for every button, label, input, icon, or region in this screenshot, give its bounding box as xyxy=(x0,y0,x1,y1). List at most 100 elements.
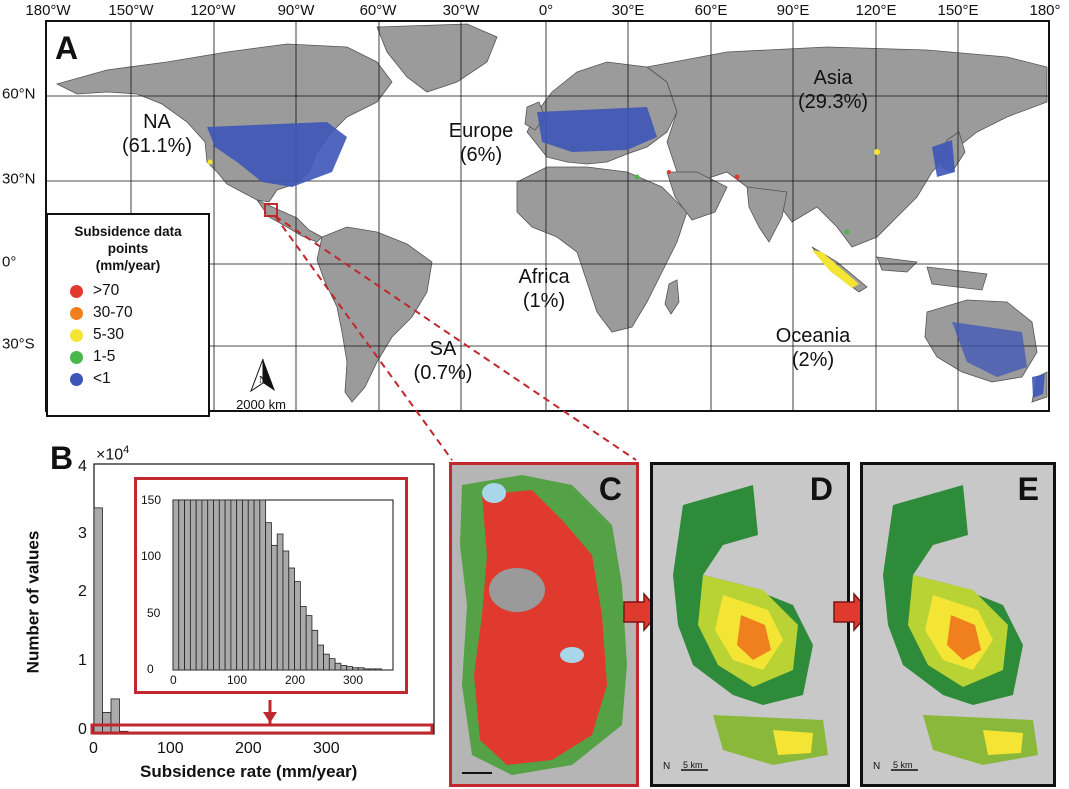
y-tick: 1 xyxy=(78,652,87,669)
inset-x-tick: 300 xyxy=(343,673,364,687)
inset-histogram-bar xyxy=(340,665,348,671)
inset-histogram-bar xyxy=(253,499,261,671)
exponent-base: ×10 xyxy=(96,446,124,464)
data-points-red xyxy=(667,170,740,180)
legend-dot-icon xyxy=(70,306,83,320)
lon-label: 90°E xyxy=(776,2,810,19)
inset-histogram-bar xyxy=(247,499,255,671)
x-tick: 300 xyxy=(313,740,340,757)
region-name: SA xyxy=(429,338,457,360)
inset-histogram-bar xyxy=(207,499,214,671)
panel-d-map xyxy=(673,485,828,771)
landmass-indonesia xyxy=(811,246,988,293)
north-label: N xyxy=(663,761,671,772)
panel-e[interactable]: N 5 km E xyxy=(860,462,1056,787)
inset-histogram-bar xyxy=(294,581,301,671)
inset-histogram-bar xyxy=(242,499,249,671)
inset-histogram-bar xyxy=(224,499,232,671)
connector-line xyxy=(274,215,637,461)
region-name: NA xyxy=(143,111,171,133)
legend-item: <1 xyxy=(70,368,208,390)
highlight-box xyxy=(264,203,278,217)
inset-histogram-bar xyxy=(184,499,191,671)
region-pct: (29.3%) xyxy=(797,91,869,113)
region-pct: (0.7%) xyxy=(413,362,473,384)
region-label-na: NA (61.1%) xyxy=(122,110,192,158)
inset-histogram[interactable]: 0 50 100 150 0 100 200 300 xyxy=(134,477,408,694)
data-points-blue xyxy=(207,107,1045,398)
lon-label: 30°E xyxy=(611,2,645,19)
inset-histogram-bar xyxy=(201,499,209,671)
lon-label: 60°W xyxy=(359,2,397,19)
legend-title-line: Subsidence data xyxy=(74,224,182,239)
histogram-bar xyxy=(102,712,112,735)
y-tick: 0 xyxy=(78,721,87,738)
y-tick: 2 xyxy=(78,583,87,600)
panel-e-map xyxy=(883,485,1038,771)
panel-d[interactable]: N 5 km D xyxy=(650,462,850,787)
inset-histogram-bar xyxy=(317,644,324,671)
y-tick: 4 xyxy=(78,458,87,475)
panel-label-a: A xyxy=(55,30,79,66)
zone-south-yellow xyxy=(983,730,1023,755)
region-label-europe: Europe (6%) xyxy=(449,119,514,167)
world-map-svg xyxy=(47,22,1048,410)
panel-label-e: E xyxy=(1017,471,1039,507)
lat-label: 60°N xyxy=(2,85,36,103)
panel-label-d: D xyxy=(809,471,833,507)
inset-histogram-bar xyxy=(363,668,371,671)
lake xyxy=(482,483,506,503)
landmass-africa xyxy=(516,166,688,333)
inset-x-tick: 200 xyxy=(285,673,306,687)
x-axis-label: Subsidence rate (mm/year) xyxy=(140,762,358,781)
inset-bars xyxy=(172,499,382,671)
inset-x-tick: 100 xyxy=(227,673,248,687)
x-tick: 0 xyxy=(89,740,98,757)
legend-label: 5-30 xyxy=(93,326,125,343)
landmass-india xyxy=(746,186,788,243)
landmass-central-america xyxy=(255,199,323,243)
x-tick: 100 xyxy=(157,740,184,757)
panel-c[interactable]: C xyxy=(449,462,639,787)
landmass-south-america xyxy=(316,226,433,403)
histogram-chart xyxy=(90,463,435,735)
landmass-greenland xyxy=(376,23,498,93)
legend-title-line: points xyxy=(107,241,149,256)
north-arrow-icon xyxy=(249,358,275,393)
inset-histogram-bar xyxy=(357,667,365,671)
lon-label: 30°W xyxy=(442,2,480,19)
inset-histogram-bar xyxy=(346,666,353,671)
zone-orange xyxy=(737,615,771,660)
inset-histogram-bar xyxy=(178,499,185,671)
inset-histogram-bar xyxy=(323,653,330,671)
lake xyxy=(560,647,584,663)
x-tick: 200 xyxy=(235,740,262,757)
inset-histogram-bar xyxy=(352,667,359,671)
lon-label: 150°E xyxy=(937,2,979,19)
north-label: N xyxy=(259,375,267,386)
world-map[interactable]: A NA (61.1%) Europe (6%) Asia (29.3%) Af… xyxy=(45,20,1050,412)
inset-histogram-bar xyxy=(172,499,180,671)
inset-histogram-bar xyxy=(259,499,267,671)
histogram-bar xyxy=(93,507,103,735)
lon-label: 0° xyxy=(538,2,554,19)
zone-south-yellow xyxy=(773,730,813,755)
inset-x-tick: 0 xyxy=(170,673,177,687)
zoom-region-box xyxy=(90,723,434,735)
legend-title-line: (mm/year) xyxy=(95,258,161,273)
legend-label: 1-5 xyxy=(93,348,116,365)
legend-items: >70 30-70 5-30 1-5 <1 xyxy=(48,280,208,390)
region-pct: (2%) xyxy=(791,349,835,371)
legend-label: <1 xyxy=(93,370,111,387)
legend: Subsidence data points (mm/year) >70 30-… xyxy=(46,213,210,417)
region-label-sa: SA (0.7%) xyxy=(414,337,473,385)
land-masses xyxy=(55,23,1048,403)
north-arrow: N xyxy=(243,357,283,397)
histogram-bar xyxy=(110,698,120,735)
lat-label: 30°S xyxy=(2,335,35,353)
legend-dot-icon xyxy=(70,372,83,386)
north-label: N xyxy=(873,761,881,772)
inset-histogram-bar xyxy=(218,499,226,671)
subsidence-red-zone xyxy=(474,490,607,765)
legend-item: >70 xyxy=(70,280,208,302)
